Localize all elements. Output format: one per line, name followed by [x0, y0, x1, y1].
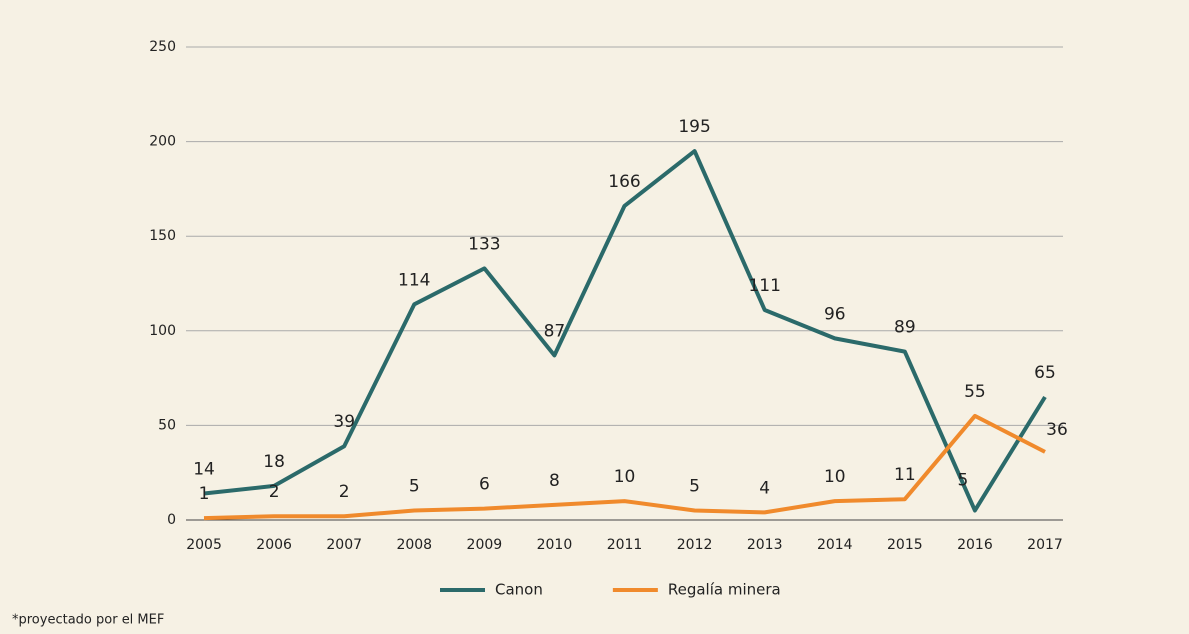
data-label: 55: [964, 382, 986, 402]
x-tick-label: 2010: [537, 537, 573, 553]
data-label: 114: [398, 270, 430, 290]
x-tick-label: 2016: [957, 537, 993, 553]
y-tick-label: 200: [149, 134, 176, 150]
data-label: 1: [199, 484, 210, 504]
series-line: [203, 149, 1047, 513]
data-label: 89: [894, 318, 916, 338]
x-tick-label: 2008: [396, 537, 432, 553]
x-tick-label: 2012: [677, 537, 713, 553]
x-tick-label: 2015: [887, 537, 923, 553]
x-tick-label: 2005: [186, 537, 222, 553]
legend-label: Regalía minera: [668, 581, 781, 599]
y-tick-label: 150: [149, 228, 176, 244]
data-label: 166: [608, 172, 640, 192]
data-label: 36: [1046, 420, 1068, 440]
data-label: 39: [333, 412, 355, 432]
data-label: 96: [824, 304, 846, 324]
data-label: 111: [748, 276, 780, 296]
x-tick-label: 2009: [467, 537, 503, 553]
data-label: 5: [689, 477, 700, 497]
x-tick-label: 2007: [326, 537, 362, 553]
x-tick-label: 2017: [1027, 537, 1063, 553]
y-tick-label: 50: [158, 417, 176, 433]
data-label: 2: [269, 482, 280, 502]
data-label: 8: [549, 471, 560, 491]
data-label: 133: [468, 234, 500, 254]
series-line: [203, 413, 1046, 521]
data-label: 4: [759, 478, 770, 498]
x-tick-label: 2006: [256, 537, 292, 553]
data-label: 5: [409, 477, 420, 497]
data-label: 11: [894, 465, 916, 485]
data-label: 14: [193, 460, 215, 480]
y-tick-label: 0: [167, 512, 176, 528]
data-label: 6: [479, 475, 490, 495]
data-label: 87: [544, 321, 566, 341]
footnote: *proyectado por el MEF: [12, 613, 164, 628]
x-tick-label: 2011: [607, 537, 643, 553]
x-tick-label: 2014: [817, 537, 853, 553]
data-label: 10: [824, 467, 846, 487]
data-label: 5: [958, 471, 969, 491]
data-label: 2: [339, 482, 350, 502]
y-tick-label: 100: [149, 323, 176, 339]
legend-label: Canon: [495, 581, 543, 599]
y-tick-label: 250: [149, 39, 176, 55]
data-label: 195: [678, 117, 710, 137]
x-tick-label: 2013: [747, 537, 783, 553]
data-label: 65: [1034, 363, 1056, 383]
data-label: 18: [263, 452, 285, 472]
data-label: 10: [614, 467, 636, 487]
